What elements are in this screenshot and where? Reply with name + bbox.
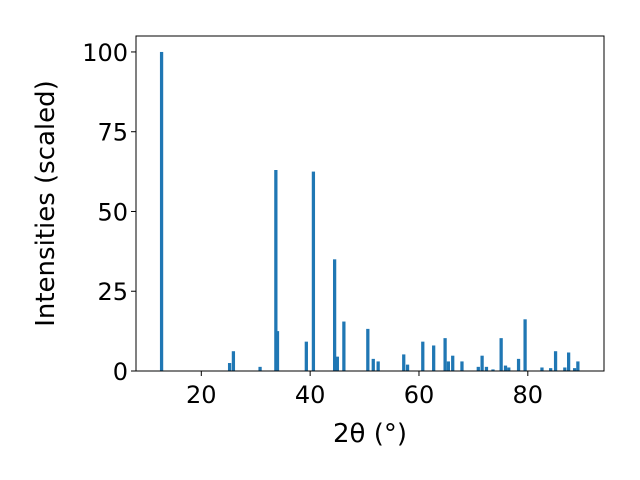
bar xyxy=(274,170,278,371)
x-axis-ticks: 20 40 60 80 xyxy=(186,371,543,409)
bar xyxy=(484,366,489,371)
bar xyxy=(523,319,527,371)
x-tick-label: 20 xyxy=(186,381,217,409)
y-axis-ticks: 0 25 50 75 100 xyxy=(82,39,136,386)
x-tick-label: 60 xyxy=(404,381,435,409)
bar xyxy=(402,354,406,371)
bar xyxy=(258,366,262,371)
bar xyxy=(460,361,464,371)
bar xyxy=(335,356,339,371)
y-axis-label: Intensities (scaled) xyxy=(31,80,61,327)
bar xyxy=(332,259,337,371)
y-tick-label: 25 xyxy=(97,278,128,306)
y-tick-label: 75 xyxy=(97,119,128,147)
bar xyxy=(563,367,567,371)
bar xyxy=(499,338,503,371)
bar xyxy=(275,331,280,371)
bar xyxy=(516,358,521,371)
plot-frame xyxy=(135,35,605,372)
bar xyxy=(311,171,316,371)
bar xyxy=(421,341,425,371)
bar xyxy=(503,365,508,371)
bar xyxy=(159,51,164,371)
bar-series xyxy=(159,51,580,371)
bar xyxy=(572,368,577,371)
bar xyxy=(576,361,580,371)
bar xyxy=(491,369,495,371)
bar xyxy=(227,363,232,371)
x-axis-label: 2θ (°) xyxy=(333,419,407,449)
bar xyxy=(549,368,553,371)
bar xyxy=(231,351,236,371)
bar xyxy=(405,364,410,371)
bar xyxy=(443,338,447,371)
y-tick-label: 100 xyxy=(82,39,128,67)
bar xyxy=(540,367,544,371)
bar xyxy=(566,352,571,371)
bar xyxy=(371,358,375,371)
bar xyxy=(476,366,480,371)
bar xyxy=(507,367,511,371)
bar xyxy=(446,361,450,371)
bar xyxy=(366,328,370,371)
bar xyxy=(480,355,484,371)
bar xyxy=(304,341,308,371)
y-tick-label: 0 xyxy=(113,358,128,386)
y-tick-label: 50 xyxy=(97,198,128,226)
bar xyxy=(553,351,558,371)
bar xyxy=(376,361,380,371)
bar xyxy=(451,355,455,371)
bar xyxy=(342,321,346,371)
x-tick-label: 80 xyxy=(513,381,544,409)
bar xyxy=(432,345,436,371)
x-tick-label: 40 xyxy=(295,381,326,409)
